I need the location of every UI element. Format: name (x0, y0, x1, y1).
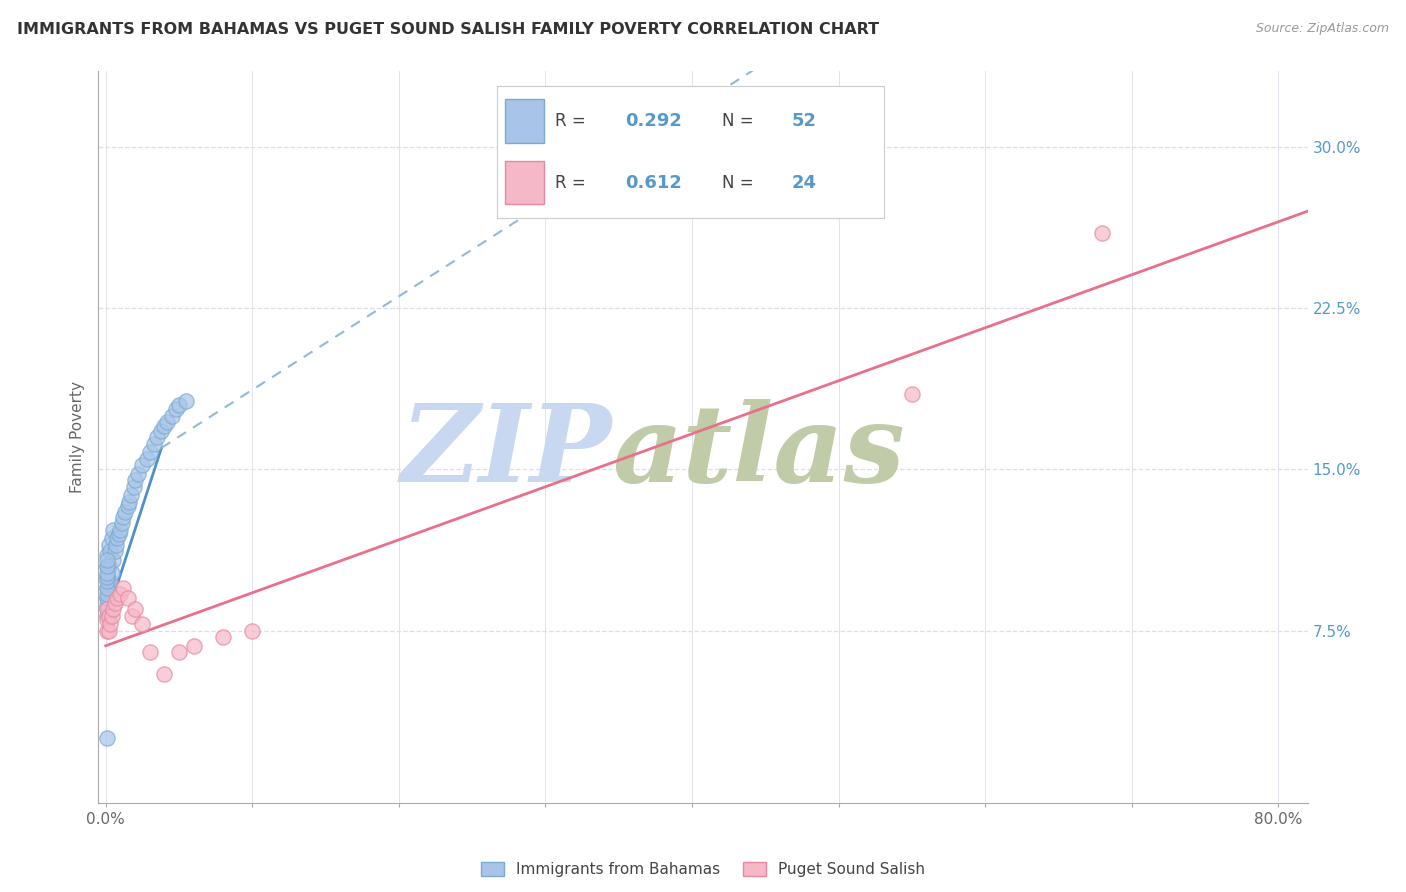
Point (96, 591, 118, 606)
Point (96, 552, 118, 566)
Point (97, 608, 120, 623)
Point (1091, 226, 1114, 240)
Point (103, 596, 125, 610)
Point (97, 559, 120, 574)
Point (103, 544, 125, 558)
Point (111, 516, 134, 530)
Point (101, 523, 124, 537)
Point (138, 645, 160, 659)
Point (156, 415, 179, 429)
Y-axis label: Family Poverty: Family Poverty (70, 381, 86, 493)
Point (101, 602, 124, 616)
Point (97, 538, 120, 552)
Point (131, 617, 153, 632)
Point (98, 574, 121, 589)
Point (100, 608, 122, 623)
Point (114, 505, 136, 519)
Point (112, 581, 135, 595)
Point (96, 602, 118, 616)
Point (160, 409, 183, 423)
Point (110, 523, 132, 537)
Point (96, 570, 118, 584)
Point (100, 566, 122, 580)
Point (240, 624, 263, 638)
Point (167, 398, 190, 412)
Point (105, 538, 128, 552)
Point (96, 591, 118, 606)
Point (100, 531, 122, 545)
Point (96, 608, 118, 623)
Point (167, 645, 190, 659)
Point (901, 387, 924, 401)
Point (96, 731, 118, 746)
Point (96, 581, 118, 595)
Point (96, 570, 118, 584)
Point (96, 587, 118, 601)
Point (150, 424, 173, 438)
Point (96, 559, 118, 574)
Text: ZIP: ZIP (401, 399, 613, 505)
Point (96, 566, 118, 580)
Point (98, 544, 121, 558)
Point (127, 467, 149, 481)
Text: IMMIGRANTS FROM BAHAMAS VS PUGET SOUND SALISH FAMILY POVERTY CORRELATION CHART: IMMIGRANTS FROM BAHAMAS VS PUGET SOUND S… (17, 22, 879, 37)
Point (96, 549, 118, 563)
Point (96, 613, 118, 627)
Point (101, 552, 124, 566)
Point (143, 436, 166, 450)
Point (122, 479, 145, 493)
Text: atlas: atlas (613, 399, 905, 505)
Point (135, 451, 157, 466)
Point (117, 591, 139, 606)
Point (183, 639, 205, 653)
Point (96, 624, 118, 638)
Point (108, 527, 131, 541)
Point (124, 473, 146, 487)
Point (138, 445, 160, 459)
Point (96, 598, 118, 612)
Point (120, 488, 142, 502)
Point (96, 581, 118, 595)
Point (124, 602, 146, 616)
Point (176, 393, 198, 408)
Text: Source: ZipAtlas.com: Source: ZipAtlas.com (1256, 22, 1389, 36)
Point (146, 430, 169, 444)
Point (98, 617, 121, 632)
Point (96, 559, 118, 574)
Point (121, 608, 143, 623)
Point (97, 581, 120, 595)
Point (118, 494, 141, 508)
Point (131, 458, 153, 472)
Point (110, 587, 132, 601)
Point (165, 402, 187, 417)
Point (153, 419, 176, 434)
Point (112, 509, 135, 524)
Point (107, 531, 129, 545)
Point (153, 666, 176, 681)
Point (96, 602, 118, 616)
Point (96, 574, 118, 589)
Legend: Immigrants from Bahamas, Puget Sound Salish: Immigrants from Bahamas, Puget Sound Sal… (474, 855, 932, 885)
Point (117, 499, 139, 513)
Point (107, 591, 129, 606)
Point (212, 630, 235, 644)
Point (97, 624, 120, 638)
